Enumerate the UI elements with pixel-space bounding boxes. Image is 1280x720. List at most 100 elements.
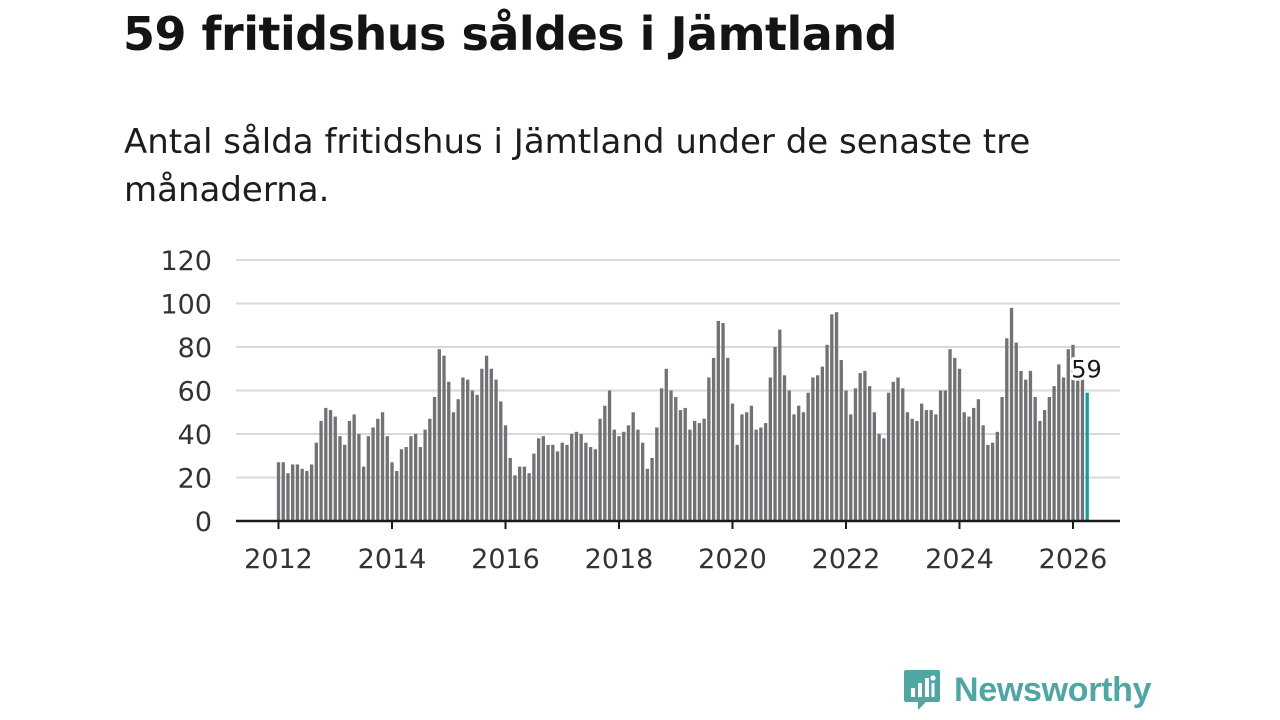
bar	[295, 464, 300, 521]
y-tick-label: 100	[160, 290, 212, 321]
bar	[347, 420, 352, 521]
bar	[749, 405, 754, 521]
bar	[990, 442, 995, 521]
bar	[759, 427, 763, 521]
bar	[702, 418, 706, 521]
bar	[976, 399, 981, 521]
bar	[801, 412, 806, 521]
x-tick-label: 2012	[244, 544, 313, 575]
x-tick-label: 2024	[925, 544, 994, 575]
bar	[910, 418, 914, 521]
bar	[830, 314, 834, 521]
bar	[1052, 386, 1056, 521]
brand-name: Newsworthy	[954, 670, 1152, 709]
bar	[631, 412, 635, 521]
bar	[655, 427, 659, 521]
bar	[915, 420, 919, 521]
bar	[281, 462, 285, 521]
y-tick-label: 0	[195, 507, 212, 538]
bar	[711, 357, 716, 521]
bar	[404, 447, 408, 521]
bar	[328, 410, 333, 521]
bar	[674, 397, 678, 521]
bar	[286, 473, 290, 521]
bar	[849, 414, 853, 521]
bar	[607, 390, 612, 521]
bar	[291, 464, 295, 521]
bar	[546, 444, 550, 521]
bar	[820, 366, 825, 521]
bar	[574, 431, 579, 521]
bar	[484, 355, 489, 521]
newsworthy-logo-icon	[904, 670, 940, 710]
bars	[276, 307, 1089, 521]
bar	[324, 407, 328, 521]
bar	[778, 329, 782, 521]
bar	[1047, 397, 1052, 521]
bar	[565, 444, 569, 521]
bar	[858, 373, 862, 521]
bar	[503, 425, 508, 521]
chart-subtitle: Antal sålda fritidshus i Jämtland under …	[124, 122, 1031, 210]
bar	[754, 429, 758, 521]
newsworthy-logo[interactable]: Newsworthy	[902, 668, 1152, 712]
bar	[934, 414, 938, 521]
bar	[442, 355, 446, 521]
bar	[1028, 370, 1033, 521]
bar	[499, 401, 503, 521]
bar	[1057, 364, 1061, 521]
bar	[948, 349, 952, 521]
bar	[806, 392, 810, 521]
bar	[1000, 397, 1004, 521]
bar	[475, 394, 479, 521]
bar	[740, 414, 744, 521]
bar	[532, 453, 536, 521]
x-tick-label: 2018	[585, 544, 654, 575]
bar	[839, 360, 843, 521]
bar	[584, 442, 588, 521]
bar	[333, 416, 337, 521]
bar	[811, 377, 815, 521]
bar	[896, 377, 900, 521]
bar	[494, 379, 498, 521]
bar	[730, 403, 735, 521]
bar	[716, 320, 720, 521]
bar	[1071, 344, 1075, 521]
bar	[555, 451, 560, 521]
bar	[735, 444, 739, 521]
highlight-label: 59	[1071, 356, 1102, 384]
y-tick-label: 40	[178, 420, 212, 451]
bar	[536, 438, 541, 521]
bar	[683, 407, 687, 521]
y-tick-label: 120	[160, 246, 212, 277]
bar	[300, 468, 304, 521]
bar	[1080, 379, 1085, 521]
bar	[953, 357, 957, 521]
y-axis-ticks: 0 20 40 60 80 100 120	[160, 246, 212, 538]
bar	[640, 442, 645, 521]
bar	[357, 434, 361, 521]
bar-highlight	[1085, 392, 1089, 521]
x-tick-label: 2022	[812, 544, 881, 575]
bar	[560, 442, 564, 521]
bar	[305, 470, 309, 521]
bar	[376, 418, 380, 521]
bar	[943, 390, 947, 521]
bar	[901, 388, 905, 521]
bar	[844, 390, 848, 521]
bar	[962, 412, 966, 521]
bar	[276, 462, 281, 521]
bar	[645, 468, 650, 521]
bar	[986, 444, 990, 521]
bar	[1038, 420, 1042, 521]
bar	[1076, 379, 1080, 521]
bar	[905, 412, 910, 521]
bar	[995, 431, 999, 521]
bar	[390, 462, 394, 521]
bar	[343, 444, 347, 521]
bar	[617, 436, 621, 521]
bar	[787, 390, 791, 521]
bar	[972, 407, 976, 521]
bar	[867, 386, 872, 521]
